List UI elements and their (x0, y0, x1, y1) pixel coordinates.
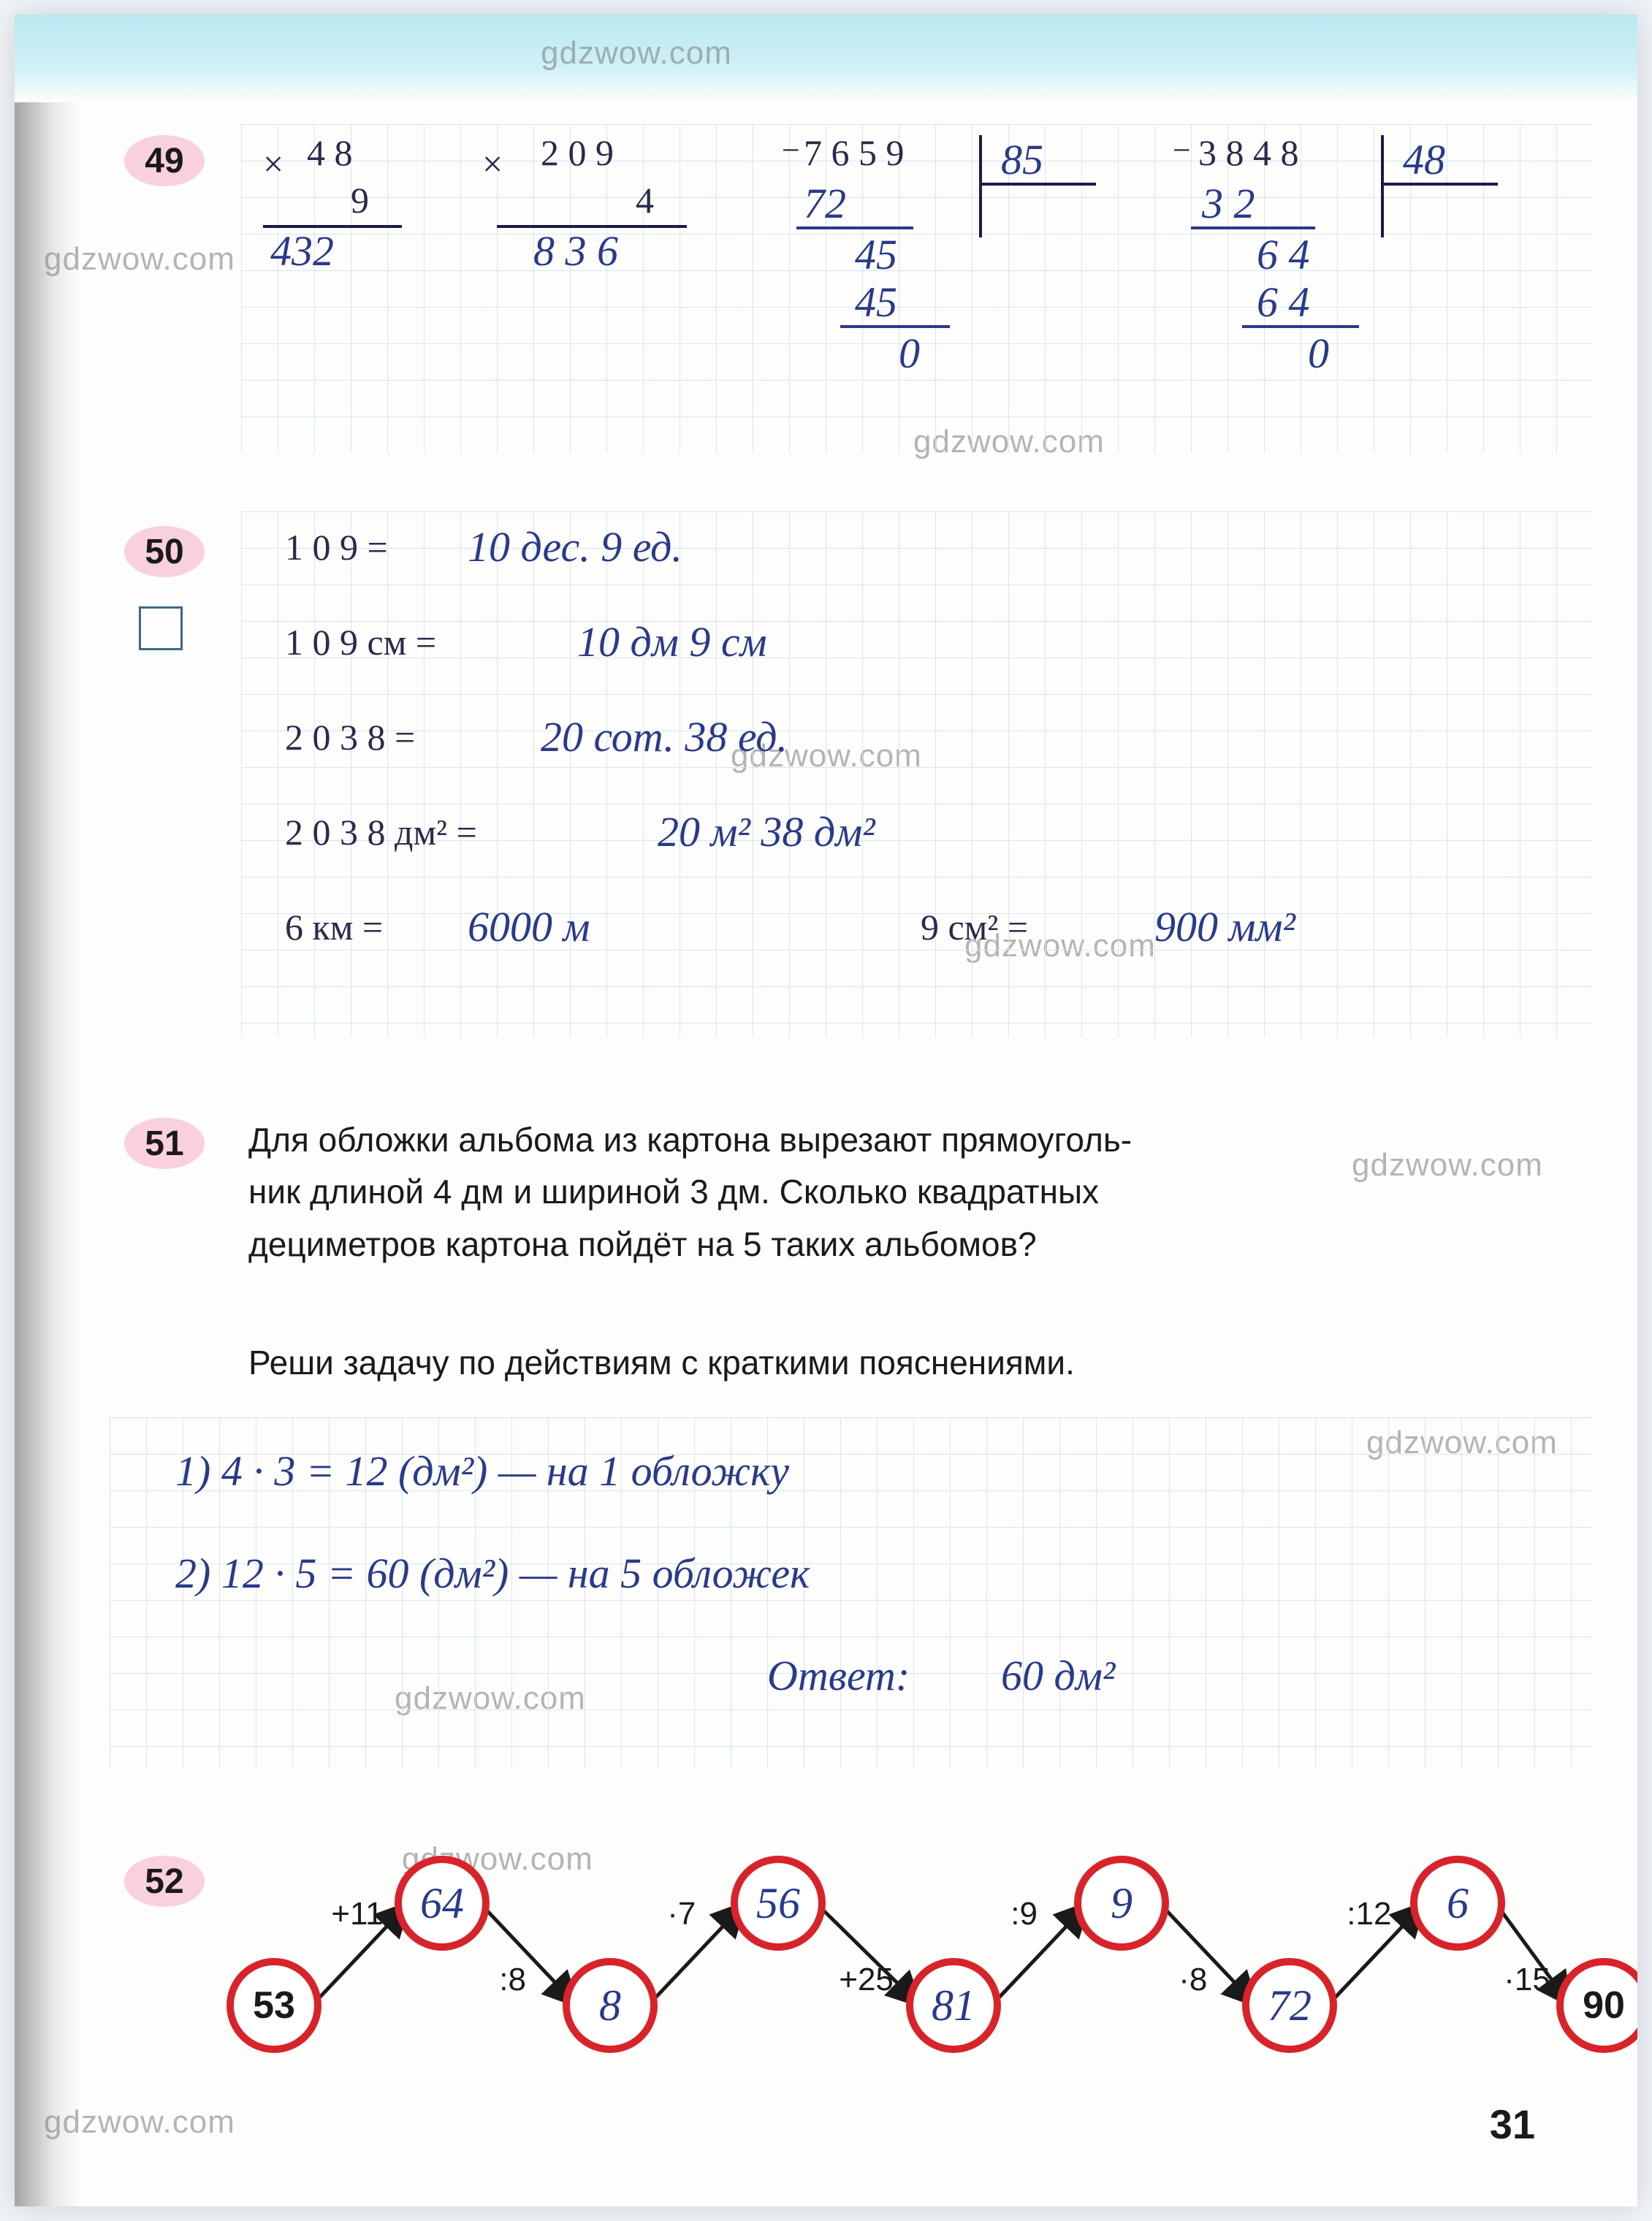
chain-op-label: ·7 (667, 1896, 696, 1932)
chain-op-label: :9 (1010, 1896, 1038, 1932)
chain-node: 64 (395, 1856, 490, 1951)
chain-op-label: +25 (839, 1962, 894, 1998)
chain-node-value: 9 (1111, 1878, 1133, 1929)
chain-node: 8 (563, 1958, 658, 2053)
chain-op-label: :12 (1347, 1896, 1391, 1932)
chain-node-value: 6 (1447, 1878, 1469, 1929)
chain-arrow (1160, 1903, 1257, 2005)
chain-arrow (480, 1903, 577, 2005)
chain-node: 72 (1242, 1958, 1337, 2053)
chain-node-value: 64 (420, 1878, 464, 1929)
chain-node-value: 81 (932, 1981, 975, 2031)
chain-node: 81 (906, 1958, 1001, 2053)
chain-node: 53 (227, 1958, 321, 2053)
chain-node: 56 (731, 1856, 826, 1951)
chain-node: 9 (1074, 1856, 1169, 1951)
chain-node-value: 56 (756, 1878, 800, 1929)
chain-node-value: 72 (1268, 1981, 1312, 2031)
chain-op-label: ·15 (1504, 1962, 1550, 1998)
chain-node: 6 (1410, 1856, 1505, 1951)
workbook-page: gdzwow.com gdzwow.com gdzwow.com gdzwow.… (15, 15, 1637, 2206)
chain-op-label: :8 (499, 1962, 526, 1998)
chain-op-label: ·8 (1179, 1962, 1207, 1998)
chain-op-label: +11 (331, 1896, 383, 1932)
chain-node-value: 8 (599, 1981, 621, 2031)
page-number: 31 (1490, 2100, 1535, 2148)
chain-arrow (648, 1903, 745, 2005)
chain-arrows (15, 15, 1637, 2206)
chain-arrow (991, 1903, 1089, 2005)
